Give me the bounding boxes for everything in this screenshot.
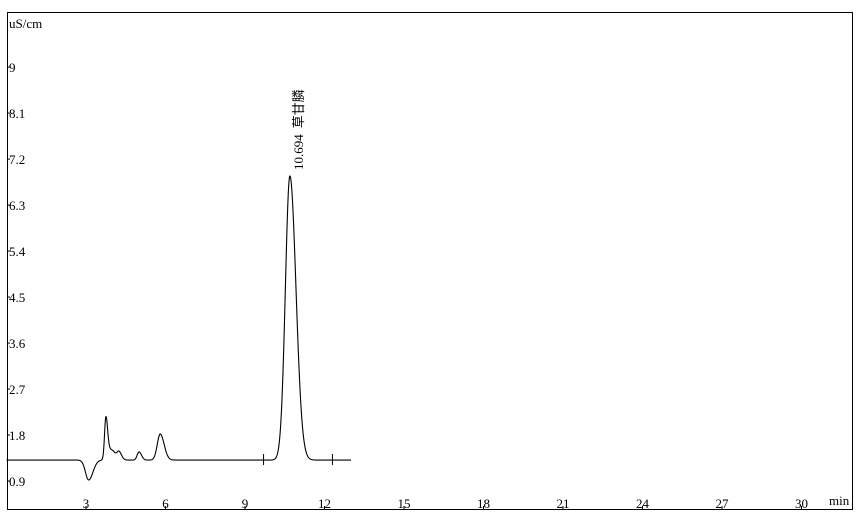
chromatogram-trace [6,175,351,481]
x-tick-label: 12 [318,496,331,511]
x-tick-label: 27 [716,496,730,511]
y-axis-label: uS/cm [9,16,42,31]
y-tick-label: 7.2 [9,152,25,167]
peak-retention-time: 10.694 [291,134,306,170]
peak-compound-name: 草甘膦 [291,89,306,128]
x-tick-label: 3 [83,496,90,511]
plot-frame [7,12,853,510]
y-tick-label: 6.3 [9,198,25,213]
x-tick-label: 30 [795,496,808,511]
y-tick-label: 3.6 [9,336,26,351]
y-tick-label: 9 [9,60,16,75]
y-tick-label: 2.7 [9,382,26,397]
x-tick-label: 18 [477,496,490,511]
x-tick-label: 24 [636,496,650,511]
y-tick-label: 5.4 [9,244,26,259]
y-tick-label: 8.1 [9,106,25,121]
x-tick-label: 6 [162,496,169,511]
y-tick-label: 0.9 [9,474,25,489]
x-tick-label: 21 [557,496,570,511]
y-tick-label: 1.8 [9,428,25,443]
peak-annotation: 10.694 草甘膦 [291,89,306,170]
x-tick-label: 15 [398,496,411,511]
y-tick-label: 4.5 [9,290,25,305]
x-tick-label: 9 [242,496,249,511]
x-axis-label: min [829,493,850,508]
